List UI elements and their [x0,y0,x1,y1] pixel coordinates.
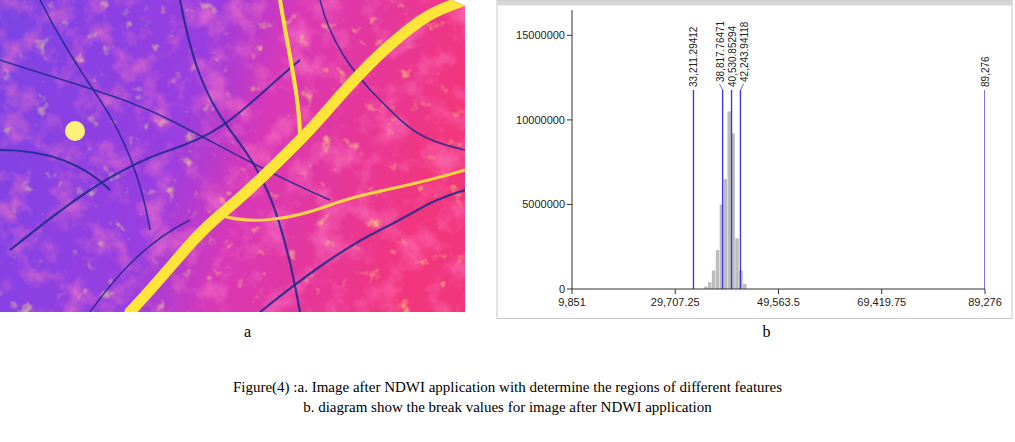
x-tick-label: 89,276 [968,296,1002,308]
break-label: 40,530.85294 [727,25,738,87]
break-line [693,90,694,289]
drainage-line [0,60,330,200]
panel-frame [497,1,1012,319]
road-line [220,170,465,220]
image-ground [0,0,465,312]
y-axis [572,10,573,289]
bright-spot [65,121,85,141]
ndwi-image [0,0,465,312]
panel-top-strip [497,1,1012,6]
texts: 33,211.29412 38,817.7647140,530.8529442,2… [516,20,1002,308]
break-leader [740,84,743,90]
image-texture [0,0,465,312]
image-yellow-patches [0,0,465,312]
drainage-line [40,0,150,230]
river-band [130,0,465,312]
histogram-bar [716,250,719,289]
drainage-line [320,0,465,150]
plot-marks [693,90,985,289]
break-leader [720,84,723,90]
x-tick-label: 49,563.5 [757,296,800,308]
histogram-bar [708,282,711,289]
y-tick-label: 15000000 [516,29,565,41]
break-line [731,90,732,289]
histogram-bar [727,111,730,289]
break-label: 38,817.76471 [715,20,726,82]
y-tick-label: 0 [559,283,565,295]
y-tick [567,289,572,290]
histogram-bar [735,238,738,289]
x-tick [881,289,882,294]
x-tick-label: 9,851 [558,296,586,308]
drainage-line [0,150,110,190]
x-tick [778,289,779,294]
y-tick [567,204,572,205]
y-tick-label: 5000000 [522,198,565,210]
break-line [984,90,985,289]
x-tick-label: 69,419.75 [857,296,906,308]
x-tick [572,289,573,294]
river-branch [280,0,300,140]
x-tick-label: 29,707.25 [651,296,700,308]
break-line [722,90,723,289]
y-tick [567,119,572,120]
panel-label: b [763,323,771,340]
caption-line: b. diagram show the break values for ima… [303,399,712,415]
histogram-bar [743,284,746,289]
break-label: 89,276 [980,56,991,87]
break-label: 33,211.29412 [688,26,699,87]
caption-line: Figure(4) :a. Image after NDWI applicati… [233,379,782,396]
x-tick [675,289,676,294]
break-line [740,90,741,289]
drainage-line [260,190,465,312]
histogram-bar [724,179,727,289]
y-tick [567,35,572,36]
histogram-bar [712,270,715,289]
break-label: 42,243.94118 [739,21,750,82]
y-tick-label: 10000000 [516,114,565,126]
panel-label: a [244,323,251,340]
x-tick [985,289,986,294]
figure: 33,211.29412 38,817.7647140,530.8529442,2… [0,0,1015,442]
